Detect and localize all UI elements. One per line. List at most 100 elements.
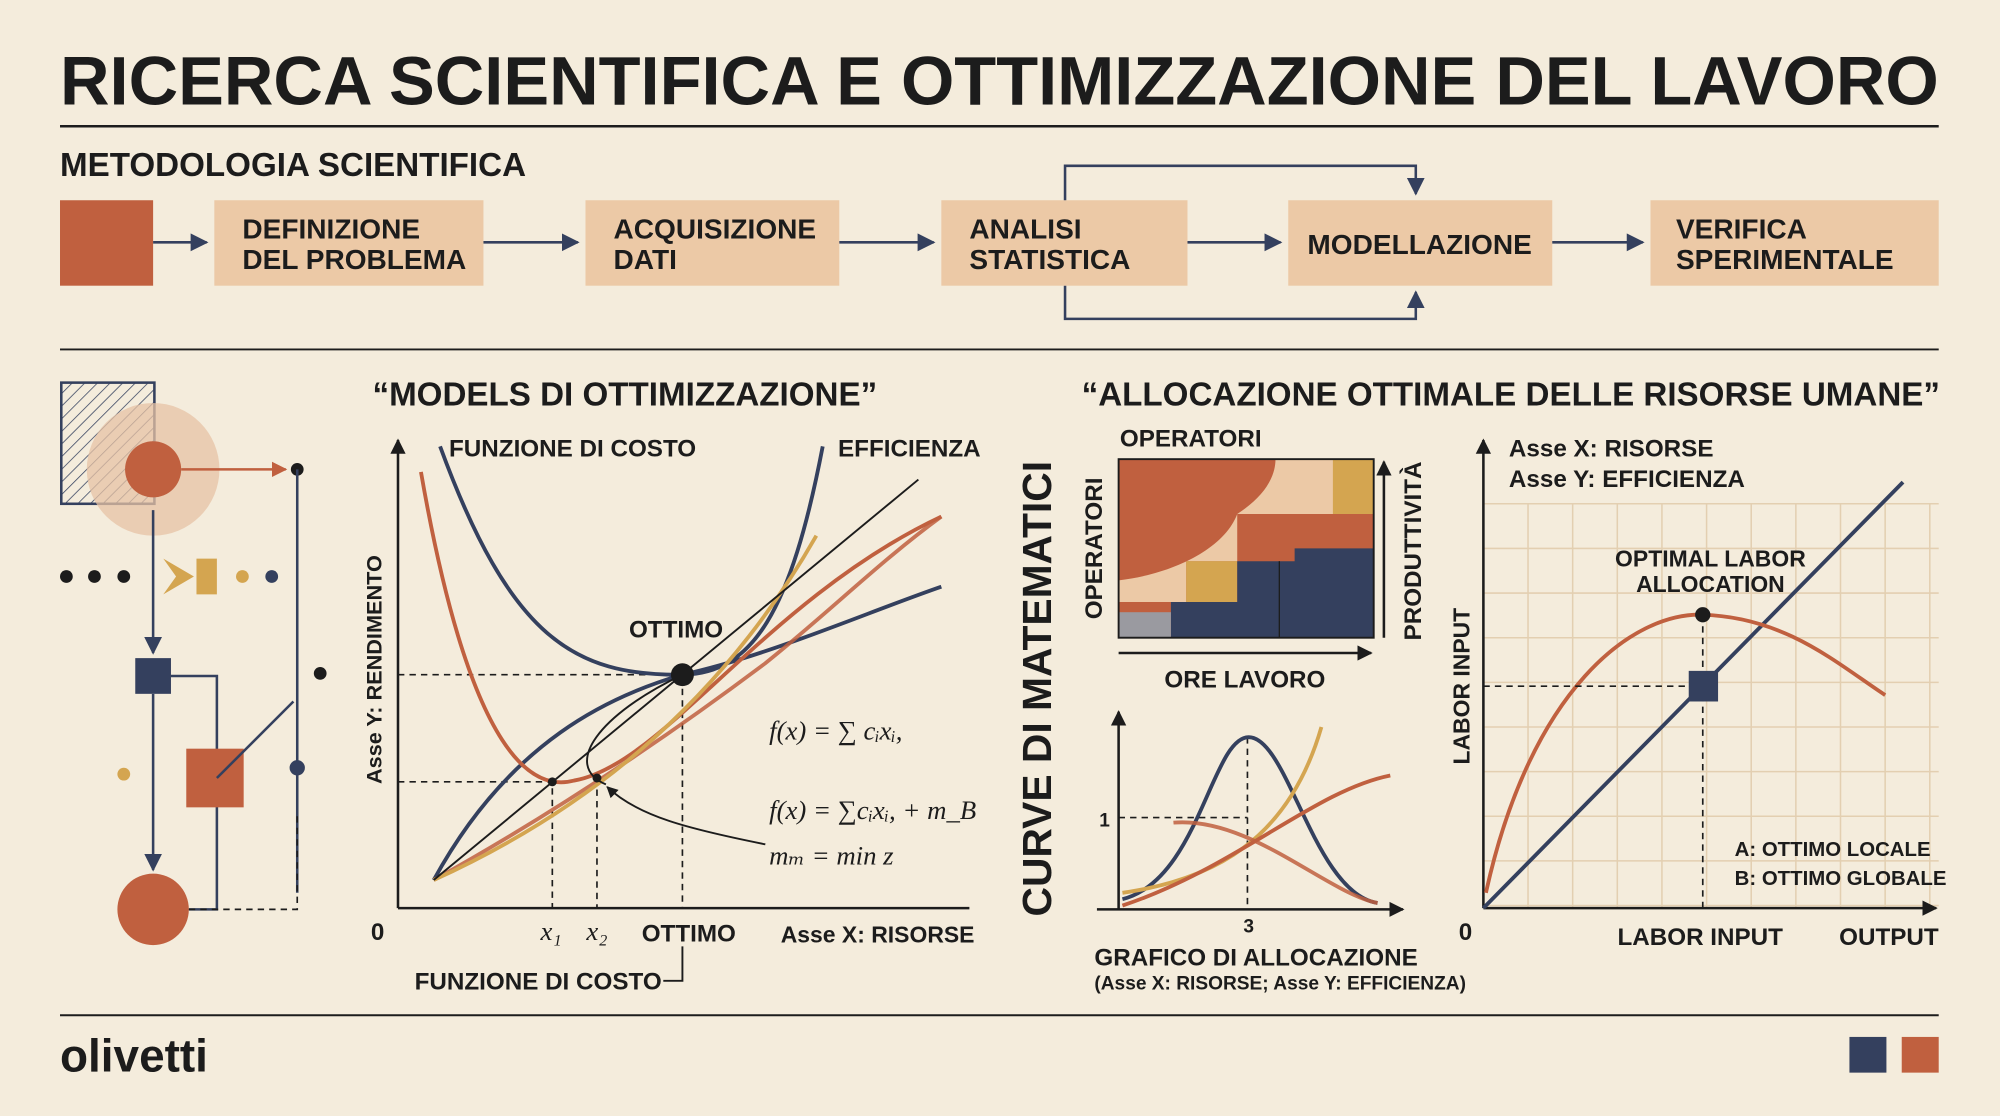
step-label: DATI [614, 244, 677, 275]
rect-shape [1186, 561, 1238, 603]
decorative-diagram [60, 381, 327, 946]
path-shape [606, 786, 766, 846]
path-shape [1118, 513, 1238, 603]
path-shape [1173, 820, 1378, 905]
circle-shape [117, 767, 131, 781]
flow [60, 164, 1939, 321]
heatmap-label: OPERATORI [1081, 478, 1108, 620]
rect-shape [1288, 200, 1553, 286]
swatch [1901, 1036, 1939, 1073]
origin-label: 0 [371, 919, 384, 946]
models-chart [390, 438, 970, 982]
rect-shape [135, 658, 171, 694]
chart-caption: GRAFICO DI ALLOCAZIONE [1094, 944, 1417, 971]
y-axis-label: Asse Y: RENDIMENTO [361, 555, 386, 784]
rect-shape [1688, 670, 1719, 702]
path-shape [1118, 737, 1249, 910]
small-chart [1096, 710, 1405, 918]
circle-shape [592, 773, 602, 783]
curve-label: EFFICIENZA [838, 436, 981, 463]
x-tick-label: x₂ [585, 916, 607, 946]
rect-shape [60, 200, 154, 286]
right-chart [1475, 438, 1939, 916]
step-label: DEL PROBLEMA [242, 244, 466, 275]
x-axis-label: Asse X: RISORSE [781, 922, 975, 948]
circle-shape [117, 570, 131, 583]
circle-shape [125, 441, 182, 498]
optimum-label: OTTIMO [629, 617, 723, 644]
step-label: ANALISI [969, 214, 1081, 245]
rect-shape [1650, 200, 1939, 286]
path-shape [1170, 548, 1374, 638]
legend-text: Asse Y: EFFICIENZA [1509, 466, 1745, 493]
step-label: STATISTICA [969, 244, 1130, 275]
note: B: OTTIMO GLOBALE [1735, 868, 1947, 890]
heatmap [1117, 458, 1392, 661]
path-shape [1121, 735, 1378, 905]
formula: f(x) = ∑cᵢxᵢ, + m_B [769, 795, 976, 825]
chart-title: “MODELS DI OTTIMIZZAZIONE” [372, 377, 877, 414]
brand: olivetti [60, 1029, 208, 1081]
rect-shape [186, 748, 244, 808]
circle-shape [236, 570, 249, 583]
path-shape [1063, 164, 1425, 201]
swatch [1849, 1036, 1887, 1073]
line-shape [215, 700, 295, 779]
circle-shape [1695, 607, 1711, 623]
rect-shape [1117, 458, 1375, 639]
chart-subcaption: (Asse X: RISORSE; Asse Y: EFFICIENZA) [1094, 974, 1466, 995]
y-tick-label: 1 [1099, 810, 1110, 831]
rect-shape [214, 200, 484, 286]
circle-shape [289, 760, 305, 776]
path-shape [188, 816, 299, 911]
path-shape [1121, 773, 1391, 908]
side-label: CURVE DI MATEMATICI [1014, 461, 1060, 917]
step-label: ACQUISIZIONE [614, 214, 817, 245]
rect-shape [941, 200, 1188, 286]
path-shape [163, 558, 217, 595]
note: A: OTTIMO LOCALE [1735, 839, 1931, 861]
rect-shape [1118, 612, 1171, 638]
path-shape [1484, 612, 1887, 894]
chart-footer: FUNZIONE DI COSTO [415, 969, 662, 996]
path-shape [1483, 614, 1704, 909]
circle-shape [313, 667, 327, 680]
x-axis-label: LABOR INPUT [1617, 924, 1783, 951]
origin-label: 0 [1459, 919, 1472, 946]
x-tick-label: OTTIMO [642, 920, 736, 947]
rect-shape [1332, 459, 1374, 514]
circle-shape [60, 570, 73, 583]
circle-shape [670, 663, 694, 687]
path-shape [432, 534, 818, 882]
step-label: DEFINIZIONE [242, 214, 420, 245]
title: RICERCA SCIENTIFICA E OTTIMIZZAZIONE DEL… [60, 43, 1939, 120]
circle-shape [88, 570, 101, 583]
circle-shape [265, 570, 279, 583]
legend-text: Asse X: RISORSE [1509, 436, 1714, 463]
formula: f(x) = ∑ cᵢxᵢ, [769, 716, 902, 746]
heatmap-label: PRODUTTIVITÀ [1399, 462, 1427, 641]
y-axis-label: LABOR INPUT [1448, 608, 1474, 765]
path-shape [432, 515, 943, 882]
heatmap-label: ORE LAVORO [1164, 666, 1325, 693]
formula: mₘ = min z [769, 841, 894, 871]
curve-label: FUNZIONE DI COSTO [449, 436, 696, 463]
annotation: ALLOCATION [1636, 571, 1785, 597]
annotation: OPTIMAL LABOR [1615, 545, 1806, 571]
step-label: VERIFICA [1676, 214, 1807, 245]
step-label: MODELLAZIONE [1307, 229, 1531, 260]
section-title: “ALLOCAZIONE OTTIMALE DELLE RISORSE UMAN… [1082, 377, 1940, 414]
path-shape [1063, 285, 1425, 321]
x-tick-label: 3 [1243, 916, 1254, 937]
rect-shape [585, 200, 840, 286]
circle-shape [547, 777, 557, 787]
x-axis-end: OUTPUT [1839, 924, 1939, 951]
section-heading: METODOLOGIA SCIENTIFICA [60, 147, 526, 184]
heatmap-label: OPERATORI [1120, 425, 1262, 452]
step-label: SPERIMENTALE [1676, 244, 1894, 275]
circle-shape [117, 873, 189, 946]
x-tick-label: x₁ [539, 916, 561, 946]
